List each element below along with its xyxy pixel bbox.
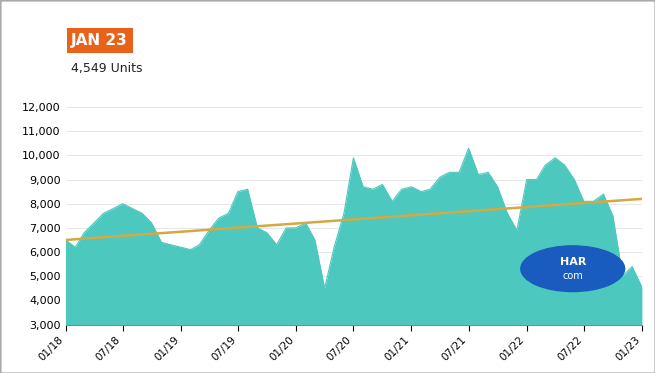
- Text: JAN 23: JAN 23: [71, 33, 128, 48]
- Text: com: com: [563, 271, 583, 281]
- Text: HOME SALES: HOME SALES: [121, 24, 254, 43]
- Text: SINGLE FAMILY:: SINGLE FAMILY:: [13, 24, 181, 43]
- Text: 4,549 Units: 4,549 Units: [71, 62, 143, 75]
- Text: HAR: HAR: [559, 257, 586, 267]
- Circle shape: [521, 246, 625, 292]
